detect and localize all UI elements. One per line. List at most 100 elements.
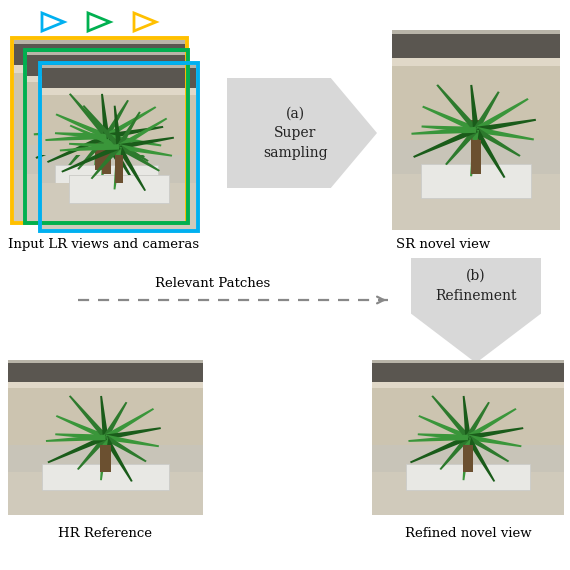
Bar xyxy=(95,140,104,170)
Bar xyxy=(392,34,560,58)
Polygon shape xyxy=(47,435,107,463)
Bar xyxy=(42,65,196,155)
Bar xyxy=(42,68,196,88)
Polygon shape xyxy=(77,135,109,170)
Bar xyxy=(8,388,203,445)
Polygon shape xyxy=(97,91,124,132)
Polygon shape xyxy=(70,125,120,149)
Polygon shape xyxy=(119,144,172,157)
Polygon shape xyxy=(418,415,470,439)
Polygon shape xyxy=(97,129,129,180)
Bar xyxy=(55,189,158,194)
Bar xyxy=(27,55,186,76)
Bar xyxy=(372,388,564,445)
Bar xyxy=(8,363,203,382)
Polygon shape xyxy=(101,136,109,180)
Polygon shape xyxy=(47,134,108,163)
Bar xyxy=(95,121,104,170)
Text: (b)
Refinement: (b) Refinement xyxy=(435,269,517,303)
Bar xyxy=(392,30,560,230)
Polygon shape xyxy=(56,415,107,439)
Polygon shape xyxy=(105,134,149,162)
Polygon shape xyxy=(116,112,141,148)
Polygon shape xyxy=(104,100,129,137)
Bar xyxy=(100,430,111,471)
Polygon shape xyxy=(69,396,108,439)
Bar xyxy=(372,382,564,388)
Bar xyxy=(42,183,196,229)
Bar xyxy=(8,360,203,445)
Bar xyxy=(55,165,158,194)
Bar xyxy=(42,95,196,155)
Bar xyxy=(102,145,111,174)
Bar xyxy=(463,430,473,471)
Bar xyxy=(463,445,473,471)
Bar xyxy=(115,139,123,183)
Polygon shape xyxy=(44,126,100,133)
Bar xyxy=(27,52,186,221)
Polygon shape xyxy=(104,408,154,439)
Bar xyxy=(14,72,185,140)
Polygon shape xyxy=(97,128,145,158)
Bar xyxy=(372,360,564,445)
Polygon shape xyxy=(473,129,506,178)
Polygon shape xyxy=(103,402,127,438)
Polygon shape xyxy=(422,105,478,132)
Polygon shape xyxy=(463,396,471,438)
Polygon shape xyxy=(436,84,479,131)
Polygon shape xyxy=(418,433,468,440)
Bar xyxy=(27,52,186,145)
Bar xyxy=(421,193,531,198)
Polygon shape xyxy=(227,78,377,188)
Bar xyxy=(42,65,196,229)
Polygon shape xyxy=(474,98,529,132)
Polygon shape xyxy=(93,84,103,131)
Bar xyxy=(421,164,531,198)
Polygon shape xyxy=(83,105,121,148)
Polygon shape xyxy=(408,434,468,442)
Polygon shape xyxy=(412,127,477,135)
Polygon shape xyxy=(466,402,490,438)
Polygon shape xyxy=(59,84,102,132)
Polygon shape xyxy=(421,125,477,133)
Polygon shape xyxy=(473,91,500,131)
Polygon shape xyxy=(105,106,156,139)
Polygon shape xyxy=(475,119,536,133)
Polygon shape xyxy=(69,93,109,138)
Bar xyxy=(392,66,560,140)
Bar xyxy=(100,445,111,471)
Bar xyxy=(42,464,169,490)
Bar xyxy=(14,170,185,221)
Polygon shape xyxy=(99,119,161,133)
Polygon shape xyxy=(93,130,103,178)
Polygon shape xyxy=(466,435,509,462)
Bar xyxy=(42,88,196,95)
Polygon shape xyxy=(99,127,158,141)
Polygon shape xyxy=(475,127,534,140)
Bar xyxy=(471,140,481,174)
Polygon shape xyxy=(119,137,174,149)
Polygon shape xyxy=(46,434,106,442)
Bar xyxy=(69,198,169,202)
Bar xyxy=(69,175,169,202)
Polygon shape xyxy=(69,143,119,149)
Bar xyxy=(14,40,185,221)
Polygon shape xyxy=(116,146,146,191)
Bar xyxy=(8,360,203,515)
Polygon shape xyxy=(470,129,479,176)
Polygon shape xyxy=(35,128,101,159)
Polygon shape xyxy=(77,436,108,470)
Polygon shape xyxy=(104,135,135,182)
Bar xyxy=(14,40,185,140)
Bar xyxy=(44,187,155,192)
Polygon shape xyxy=(103,436,133,482)
Bar xyxy=(372,471,564,515)
Polygon shape xyxy=(117,145,160,172)
Bar xyxy=(392,174,560,230)
Bar xyxy=(27,76,186,83)
Polygon shape xyxy=(55,132,107,139)
Polygon shape xyxy=(413,127,478,158)
Polygon shape xyxy=(467,427,523,440)
Polygon shape xyxy=(55,113,108,139)
Polygon shape xyxy=(114,105,122,147)
